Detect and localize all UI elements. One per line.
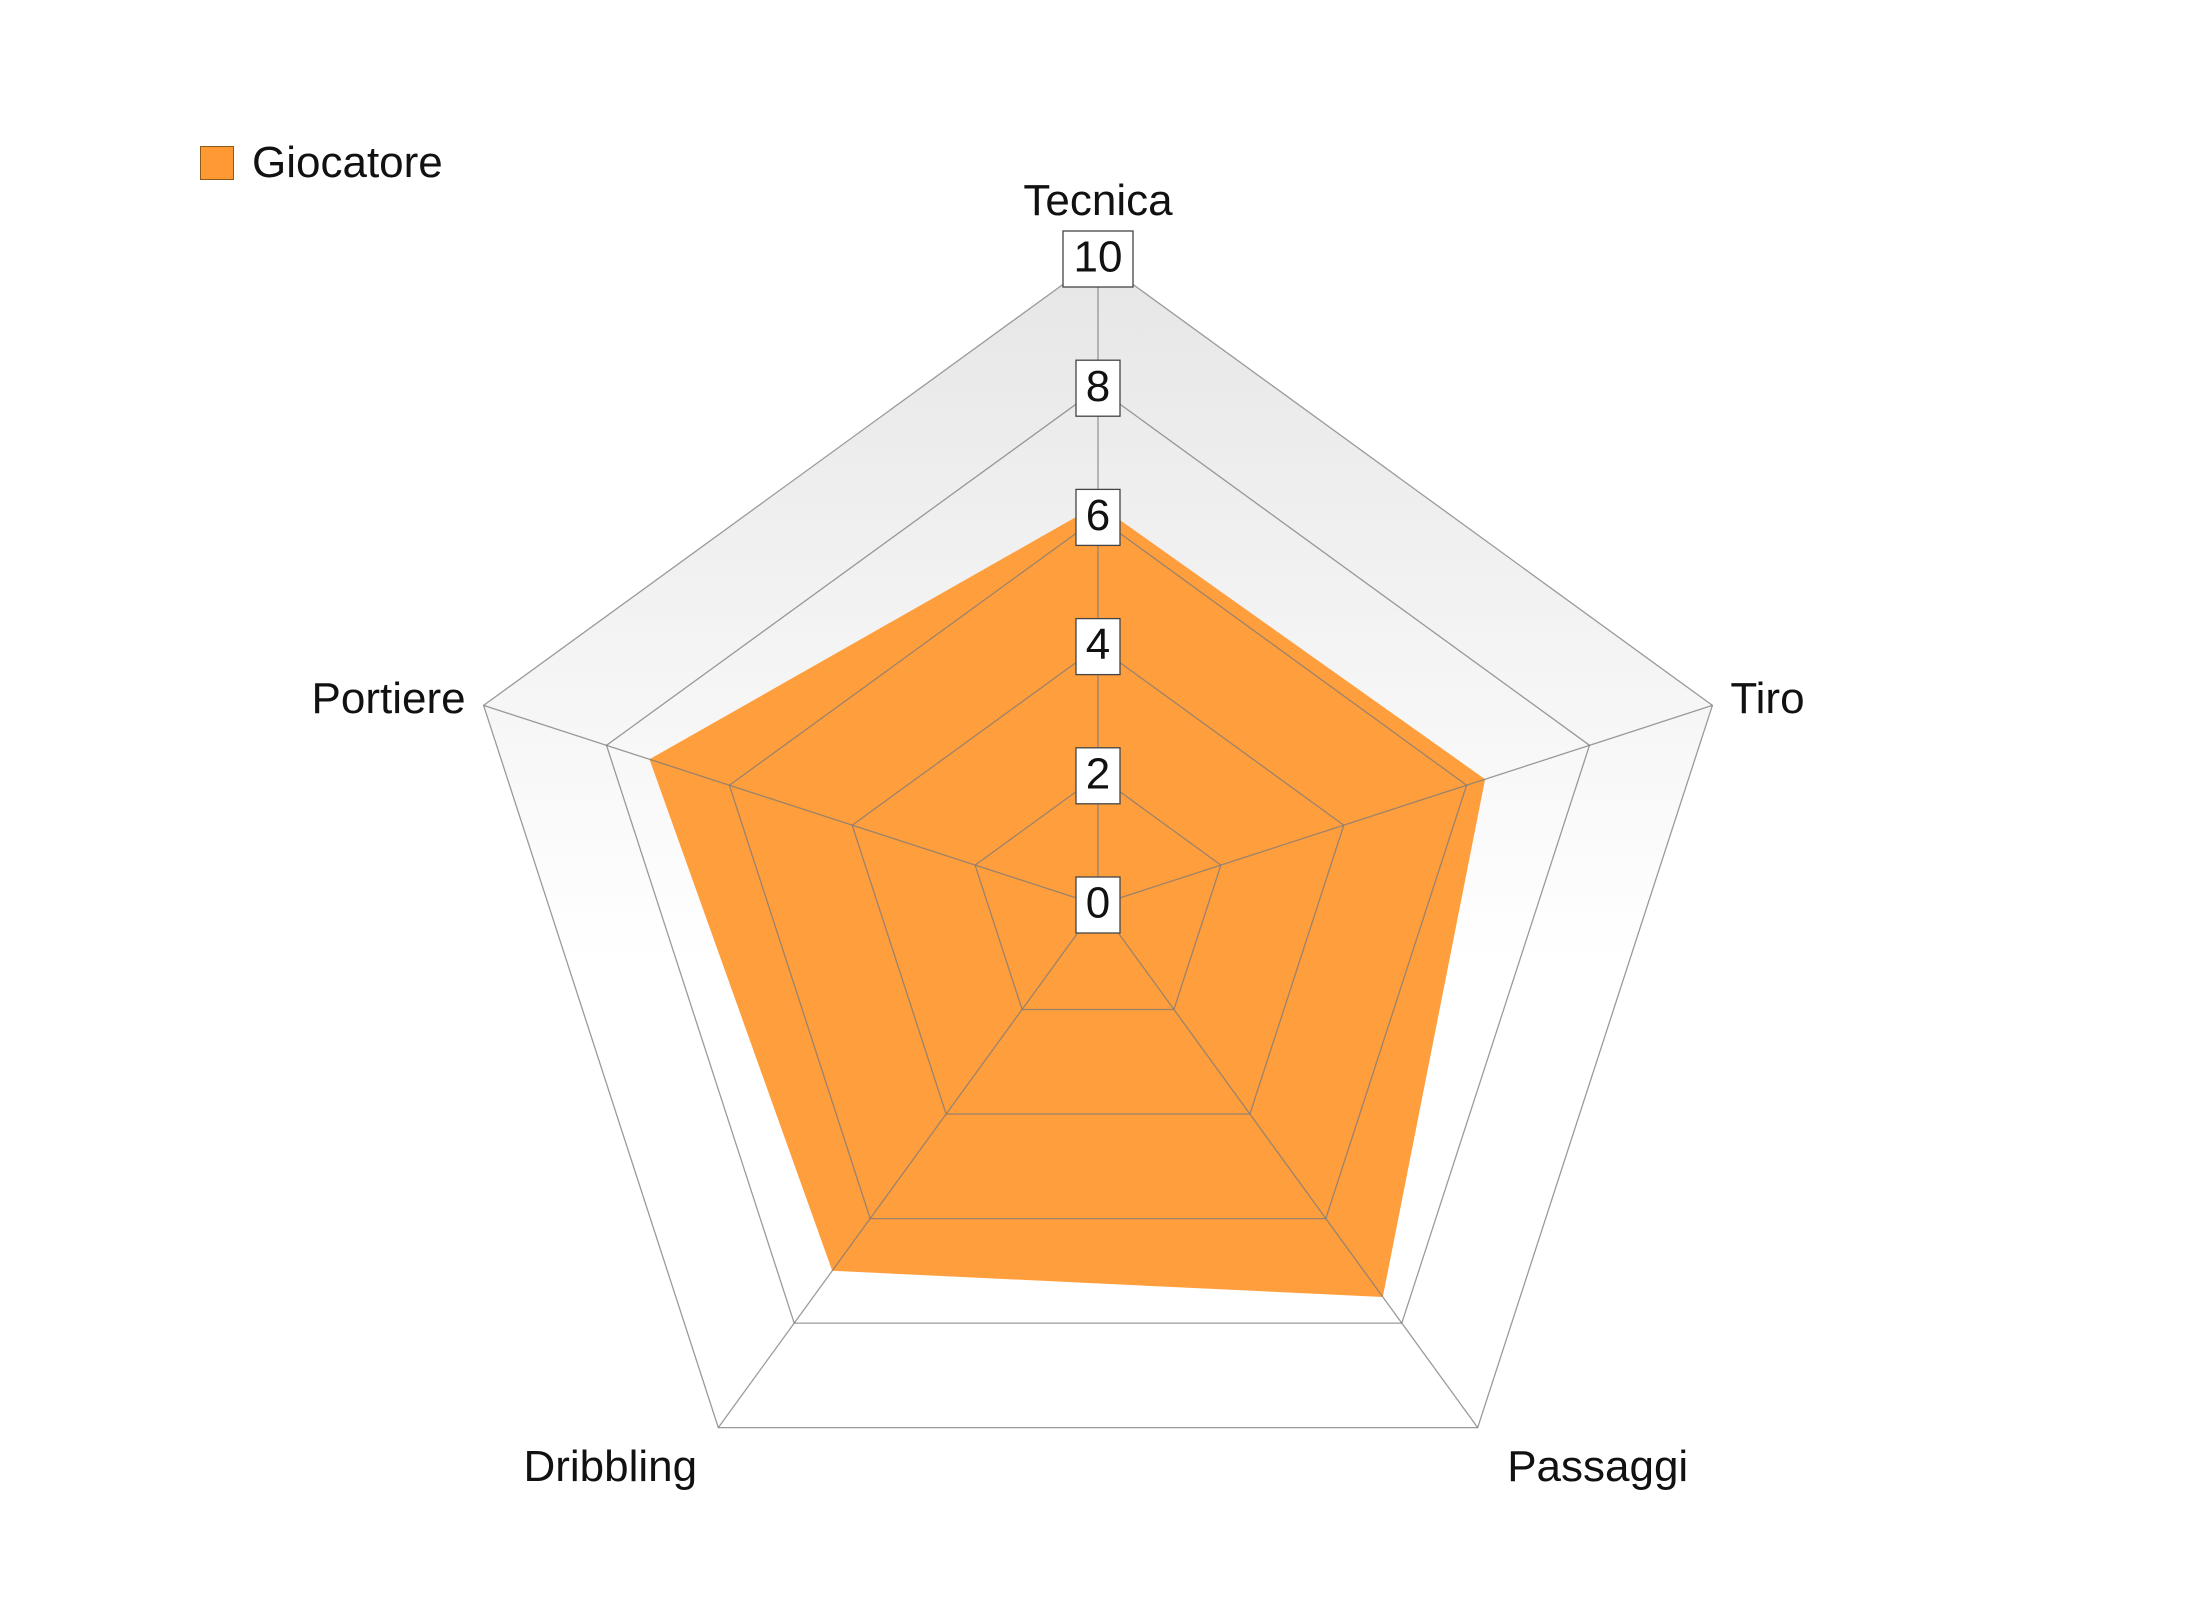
legend-swatch [200, 146, 234, 180]
axis-label-tecnica: Tecnica [1023, 176, 1173, 225]
axis-label-passaggi: Passaggi [1507, 1442, 1688, 1491]
tick-label-box [1075, 359, 1121, 417]
grid-ring-10 [482, 258, 1714, 1429]
tick-label-box [1075, 747, 1121, 805]
chart-legend: Giocatore [200, 138, 443, 188]
tick-label-box [1075, 617, 1121, 676]
series-area-0 [649, 504, 1486, 1297]
grid-ring-8 [605, 387, 1591, 1324]
grid-ring-6 [728, 516, 1468, 1220]
tick-label: 10 [1074, 233, 1123, 282]
axis-label-portiere: Portiere [312, 674, 466, 723]
tick-label: 2 [1086, 749, 1110, 798]
tick-label: 6 [1086, 491, 1110, 540]
tick-label: 0 [1086, 879, 1110, 928]
axis-spoke-4 [483, 704, 1099, 906]
grid-ring-2 [974, 774, 1222, 1011]
axis-spoke-2 [1097, 904, 1479, 1428]
tick-label-box [1075, 876, 1121, 934]
axis-spoke-1 [1097, 704, 1713, 906]
tick-label: 8 [1086, 362, 1110, 411]
axis-label-dribbling: Dribbling [523, 1442, 697, 1491]
legend-label: Giocatore [252, 138, 443, 187]
tick-label-box [1062, 230, 1134, 288]
axis-label-tiro: Tiro [1730, 674, 1804, 723]
grid-ring-4 [851, 645, 1345, 1115]
axis-spoke-3 [717, 904, 1099, 1428]
tick-label: 4 [1086, 620, 1110, 669]
tick-label-box [1075, 488, 1121, 547]
